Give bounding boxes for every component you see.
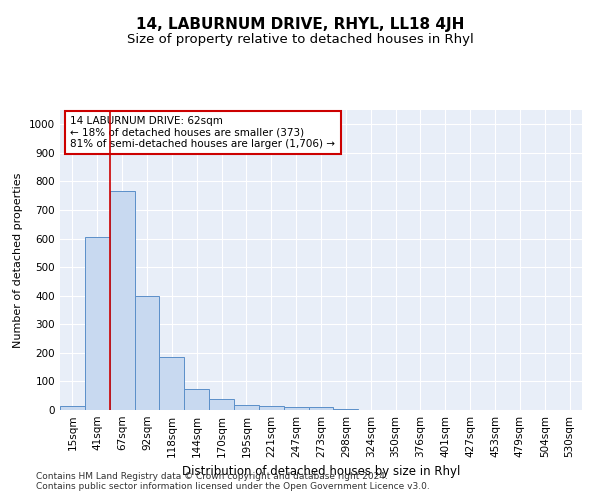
- Text: Size of property relative to detached houses in Rhyl: Size of property relative to detached ho…: [127, 32, 473, 46]
- Bar: [234, 405, 259, 410]
- Text: Contains public sector information licensed under the Open Government Licence v3: Contains public sector information licen…: [36, 482, 430, 491]
- Text: Contains HM Land Registry data © Crown copyright and database right 2024.: Contains HM Land Registry data © Crown c…: [36, 472, 388, 481]
- Text: 14 LABURNUM DRIVE: 62sqm
← 18% of detached houses are smaller (373)
81% of semi-: 14 LABURNUM DRIVE: 62sqm ← 18% of detach…: [70, 116, 335, 149]
- Bar: [334, 408, 358, 410]
- X-axis label: Distribution of detached houses by size in Rhyl: Distribution of detached houses by size …: [182, 466, 460, 478]
- Bar: [85, 237, 110, 410]
- Bar: [184, 388, 209, 410]
- Bar: [160, 357, 184, 410]
- Text: 14, LABURNUM DRIVE, RHYL, LL18 4JH: 14, LABURNUM DRIVE, RHYL, LL18 4JH: [136, 18, 464, 32]
- Bar: [110, 192, 134, 410]
- Bar: [209, 399, 234, 410]
- Y-axis label: Number of detached properties: Number of detached properties: [13, 172, 23, 348]
- Bar: [308, 406, 334, 410]
- Bar: [60, 406, 85, 410]
- Bar: [284, 407, 308, 410]
- Bar: [259, 406, 284, 410]
- Bar: [134, 296, 160, 410]
